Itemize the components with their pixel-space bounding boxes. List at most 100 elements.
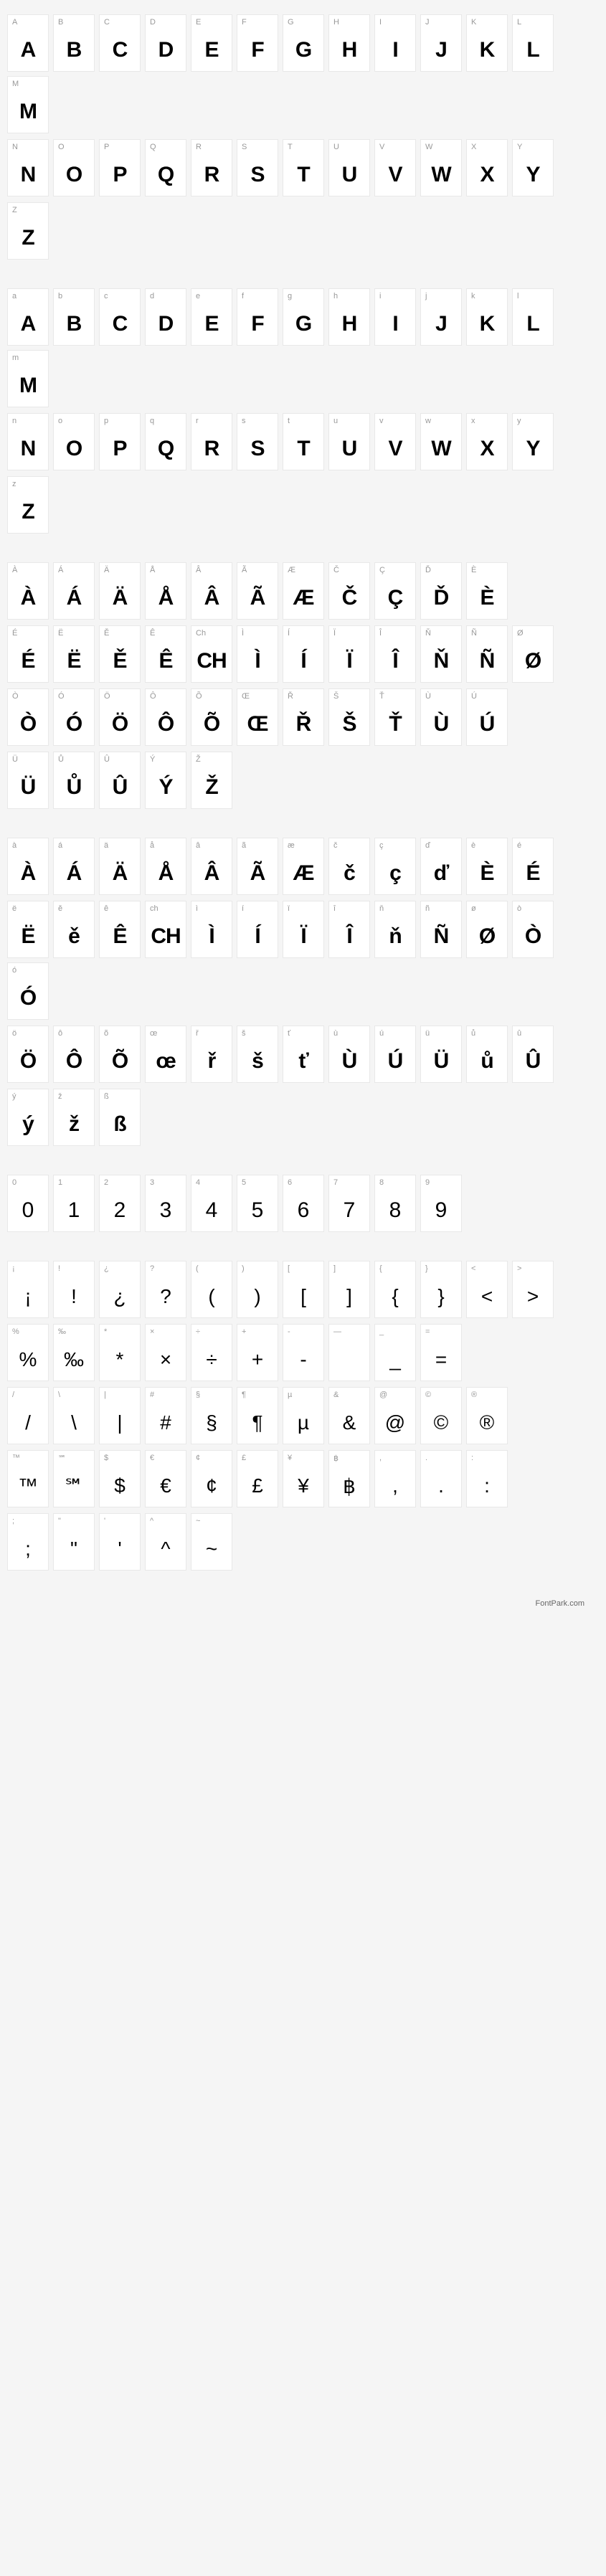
glyph-cell: ÅÅ [145,562,186,620]
glyph-label: m [8,351,48,365]
glyph-cell: chCH [145,901,186,958]
glyph-display: § [191,1402,232,1444]
glyph-display: ¶ [237,1402,278,1444]
glyph-cell: ÃÃ [237,562,278,620]
glyph-display: Û [513,1041,553,1082]
glyph-cell: vV [374,413,416,470]
glyph-cell: ůů [466,1026,508,1083]
glyph-display: Û [100,767,140,808]
glyph-label: y [513,414,553,428]
glyph-cell: ťť [283,1026,324,1083]
glyph-display: ¥ [283,1465,323,1507]
glyph-cell: ++ [237,1324,278,1381]
glyph-display: Å [146,853,186,894]
glyph-cell: ¡¡ [7,1261,49,1318]
glyph-cell: ÝÝ [145,752,186,809]
glyph-label: n [8,414,48,428]
glyph-cell: UU [328,139,370,196]
glyph-display: Ň [421,640,461,682]
glyph-cell: 44 [191,1175,232,1232]
glyph-label: < [467,1261,507,1276]
glyph-display: ฿ [329,1465,369,1507]
glyph-label: h [329,289,369,303]
glyph-row: 00112233445566778899 [7,1175,599,1232]
glyph-cell: FF [237,14,278,72]
glyph-label: ) [237,1261,278,1276]
glyph-label: ó [8,963,48,977]
glyph-display: € [146,1465,186,1507]
glyph-label: . [421,1451,461,1465]
glyph-label: ; [8,1514,48,1528]
glyph-display: O [54,154,94,196]
glyph-cell: dD [145,288,186,346]
glyph-cell: ŠŠ [328,688,370,746]
section-symbols: ¡¡!!¿¿??(())[[]]{{}}<<>>%%‰‰**××÷÷++--—_… [7,1261,599,1571]
glyph-cell: ŽŽ [191,752,232,809]
glyph-label: ï [283,901,323,916]
glyph-cell: ×× [145,1324,186,1381]
glyph-label: z [8,477,48,491]
glyph-cell: řř [191,1026,232,1083]
glyph-display: Ä [100,853,140,894]
glyph-cell: ÙÙ [420,688,462,746]
glyph-display: G [283,29,323,71]
glyph-cell: AA [7,14,49,72]
glyph-label: õ [100,1026,140,1041]
glyph-label: J [421,15,461,29]
glyph-display: Ë [54,640,94,682]
glyph-display: N [8,428,48,470]
glyph-label: Ď [421,563,461,577]
glyph-label: ¿ [100,1261,140,1276]
glyph-display: Q [146,428,186,470]
glyph-cell: èÈ [466,838,508,895]
glyph-label: Í [283,626,323,640]
glyph-label: W [421,140,461,154]
glyph-cell: KK [466,14,508,72]
glyph-label: ñ [421,901,461,916]
glyph-display: Æ [283,577,323,619]
glyph-label: ä [100,838,140,853]
glyph-cell: ùÙ [328,1026,370,1083]
glyph-display: ž [54,1104,94,1145]
glyph-cell: 22 [99,1175,141,1232]
glyph-cell: ÇÇ [374,562,416,620]
glyph-cell: ÜÜ [7,752,49,809]
glyph-cell: && [328,1387,370,1444]
glyph-cell: !! [53,1261,95,1318]
glyph-label: = [421,1325,461,1339]
glyph-cell: aA [7,288,49,346]
glyph-label: ù [329,1026,369,1041]
glyph-display: I [375,303,415,345]
glyph-cell: ûÛ [512,1026,554,1083]
glyph-cell: íÍ [237,901,278,958]
glyph-cell: öÖ [7,1026,49,1083]
glyph-label: a [8,289,48,303]
glyph-label: Ç [375,563,415,577]
glyph-cell: ‰‰ [53,1324,95,1381]
glyph-display: Ò [8,704,48,745]
glyph-label: Ž [191,752,232,767]
glyph-label: f [237,289,278,303]
glyph-label: T [283,140,323,154]
glyph-label: w [421,414,461,428]
glyph-display: ? [146,1276,186,1317]
glyph-row: ÉÉËËĚĚÊÊChCHÌÌÍÍÏÏÎÎŇŇÑÑØØ [7,625,599,683]
glyph-cell: yY [512,413,554,470]
glyph-cell: ÉÉ [7,625,49,683]
glyph-display: ň [375,916,415,957]
glyph-label: ň [375,901,415,916]
section-lowercase: aAbBcCdDeEfFgGhHiIjJkKlLmMnNoOpPqQrRsStT… [7,288,599,534]
glyph-label: H [329,15,369,29]
glyph-label: D [146,15,186,29]
glyph-display: G [283,303,323,345]
glyph-display: Ü [421,1041,461,1082]
glyph-cell: GG [283,14,324,72]
glyph-cell: 77 [328,1175,370,1232]
glyph-display: Č [329,577,369,619]
glyph-label: ß [100,1089,140,1104]
glyph-display: ť [283,1041,323,1082]
glyph-cell: %% [7,1324,49,1381]
glyph-label: ž [54,1089,94,1104]
glyph-cell: || [99,1387,141,1444]
glyph-label: \ [54,1388,94,1402]
